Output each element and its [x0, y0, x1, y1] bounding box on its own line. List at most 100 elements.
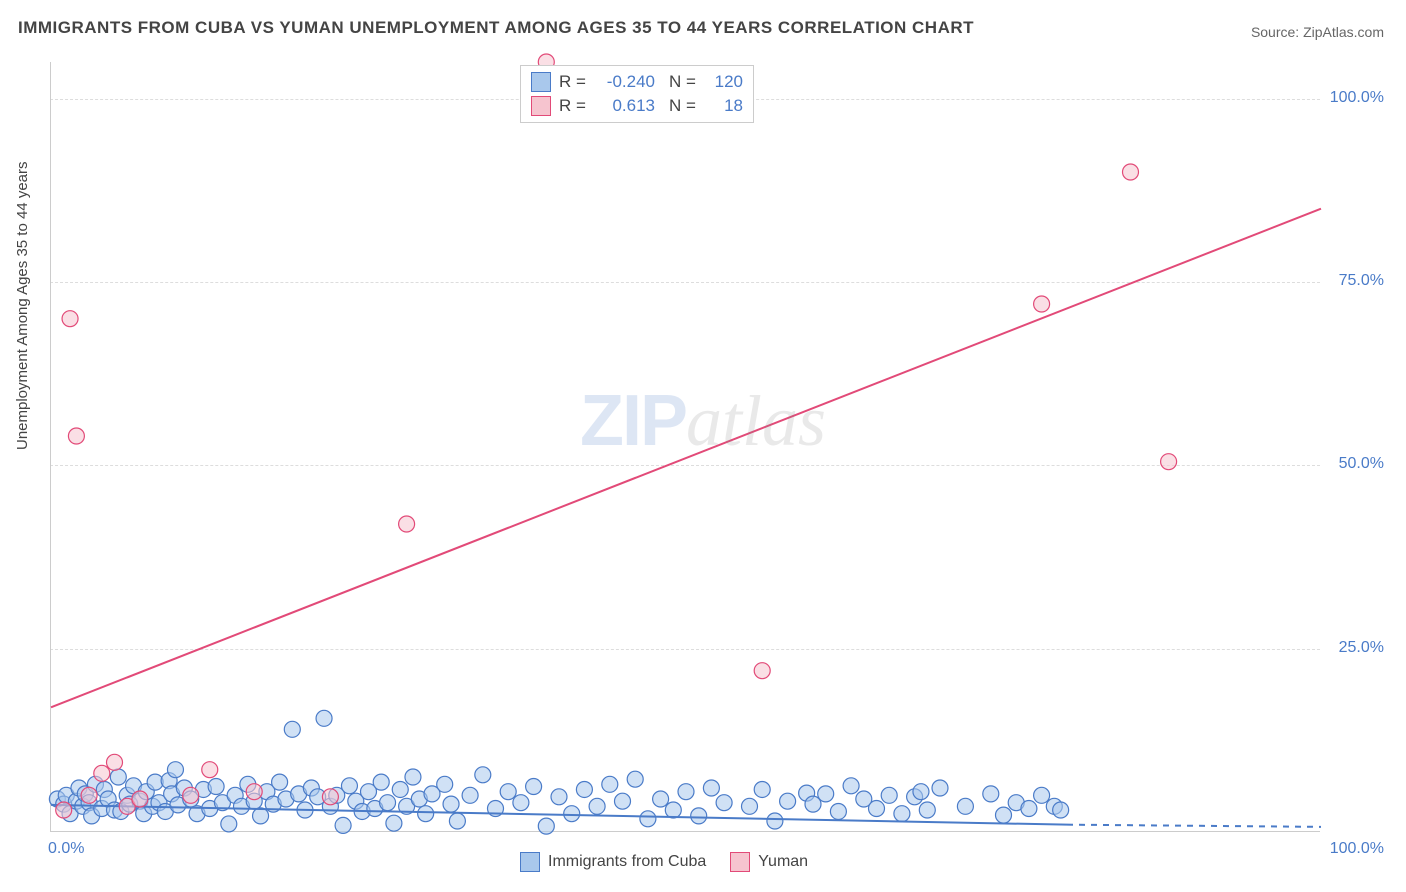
chart-title: IMMIGRANTS FROM CUBA VS YUMAN UNEMPLOYME… — [18, 18, 974, 38]
data-point — [1123, 164, 1139, 180]
data-point — [843, 778, 859, 794]
y-axis-label: Unemployment Among Ages 35 to 44 years — [14, 161, 31, 450]
data-point — [68, 428, 84, 444]
data-point — [322, 789, 338, 805]
data-point — [449, 813, 465, 829]
data-point — [983, 786, 999, 802]
data-point — [202, 762, 218, 778]
legend-r-label: R = — [559, 72, 587, 92]
data-point — [392, 781, 408, 797]
data-point — [500, 784, 516, 800]
data-point — [1034, 787, 1050, 803]
data-point — [996, 807, 1012, 823]
data-point — [716, 795, 732, 811]
legend-row-cuba: R = -0.240 N = 120 — [531, 70, 743, 94]
data-point — [208, 779, 224, 795]
data-point — [640, 811, 656, 827]
data-point — [564, 806, 580, 822]
data-point — [107, 754, 123, 770]
legend-n-label: N = — [669, 96, 697, 116]
correlation-legend: R = -0.240 N = 120 R = 0.613 N = 18 — [520, 65, 754, 123]
data-point — [386, 815, 402, 831]
source-attribution: Source: ZipAtlas.com — [1251, 24, 1384, 40]
data-point — [405, 769, 421, 785]
legend-label: Yuman — [758, 853, 808, 871]
data-point — [589, 798, 605, 814]
legend-swatch-yuman — [531, 96, 551, 116]
data-point — [551, 789, 567, 805]
data-point — [538, 818, 554, 834]
legend-r-value-yuman: 0.613 — [595, 96, 655, 116]
trend-line — [51, 209, 1321, 708]
data-point — [56, 802, 72, 818]
y-tick-label: 75.0% — [1339, 272, 1384, 290]
data-point — [1021, 801, 1037, 817]
data-point — [373, 774, 389, 790]
data-point — [418, 806, 434, 822]
scatter-svg — [51, 62, 1321, 832]
legend-n-value-cuba: 120 — [705, 72, 743, 92]
legend-row-yuman: R = 0.613 N = 18 — [531, 94, 743, 118]
data-point — [615, 793, 631, 809]
data-point — [780, 793, 796, 809]
data-point — [1034, 296, 1050, 312]
data-point — [754, 663, 770, 679]
data-point — [272, 774, 288, 790]
data-point — [576, 781, 592, 797]
data-point — [602, 776, 618, 792]
data-point — [94, 765, 110, 781]
data-point — [881, 787, 897, 803]
data-point — [526, 779, 542, 795]
series-legend: Immigrants from Cuba Yuman — [520, 852, 808, 872]
data-point — [627, 771, 643, 787]
legend-swatch — [730, 852, 750, 872]
data-point — [399, 516, 415, 532]
data-point — [830, 803, 846, 819]
data-point — [957, 798, 973, 814]
data-point — [167, 762, 183, 778]
data-point — [818, 786, 834, 802]
data-point — [894, 806, 910, 822]
data-point — [81, 787, 97, 803]
data-point — [919, 802, 935, 818]
data-point — [653, 791, 669, 807]
data-point — [742, 798, 758, 814]
data-point — [110, 769, 126, 785]
data-point — [1161, 454, 1177, 470]
data-point — [335, 817, 351, 833]
data-point — [284, 721, 300, 737]
y-tick-label: 25.0% — [1339, 639, 1384, 657]
data-point — [678, 784, 694, 800]
data-point — [443, 796, 459, 812]
data-point — [253, 808, 269, 824]
data-point — [691, 808, 707, 824]
data-point — [513, 795, 529, 811]
data-point — [437, 776, 453, 792]
legend-swatch — [520, 852, 540, 872]
legend-n-value-yuman: 18 — [705, 96, 743, 116]
trend-line-extrapolated — [1067, 825, 1321, 827]
data-point — [869, 801, 885, 817]
legend-n-label: N = — [669, 72, 697, 92]
x-tick-label: 100.0% — [1330, 840, 1384, 858]
legend-item: Yuman — [730, 852, 808, 872]
data-point — [913, 784, 929, 800]
data-point — [183, 787, 199, 803]
legend-r-label: R = — [559, 96, 587, 116]
data-point — [462, 787, 478, 803]
legend-item: Immigrants from Cuba — [520, 852, 706, 872]
data-point — [316, 710, 332, 726]
data-point — [380, 795, 396, 811]
x-tick-label: 0.0% — [48, 840, 84, 858]
data-point — [341, 778, 357, 794]
plot-area — [50, 62, 1320, 832]
data-point — [703, 780, 719, 796]
y-tick-label: 50.0% — [1339, 455, 1384, 473]
data-point — [246, 784, 262, 800]
data-point — [665, 802, 681, 818]
data-point — [132, 791, 148, 807]
data-point — [221, 816, 237, 832]
data-point — [62, 311, 78, 327]
data-point — [1053, 802, 1069, 818]
data-point — [754, 781, 770, 797]
